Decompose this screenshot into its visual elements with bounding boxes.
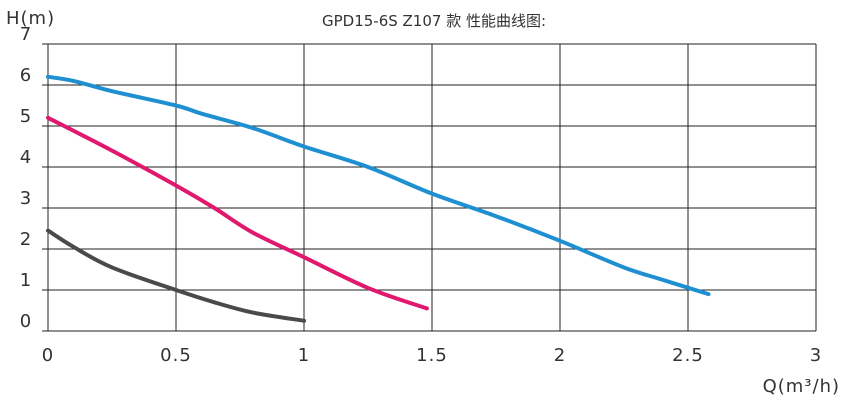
series-line-3 <box>46 228 306 323</box>
x-tick-label: 0 <box>42 345 54 366</box>
y-tick-label: 3 <box>20 188 32 209</box>
y-tick-label: 6 <box>20 65 32 86</box>
x-tick-label: 1.5 <box>416 345 448 366</box>
y-tick-label: 5 <box>20 106 32 127</box>
series-line-1 <box>46 74 711 297</box>
series-line-2 <box>46 115 429 311</box>
x-tick-label: 2 <box>554 345 566 366</box>
y-tick-label: 2 <box>20 229 32 250</box>
y-tick-label: 1 <box>20 270 32 291</box>
x-tick-label: 3 <box>810 345 822 366</box>
series-layer <box>46 74 711 323</box>
y-axis-label: H(m) <box>6 8 55 29</box>
x-tick-label: 1 <box>298 345 310 366</box>
y-tick-labels: 0 1 2 3 4 5 6 7 <box>20 24 32 332</box>
y-tick-label: 0 <box>20 311 32 332</box>
y-tick-label: 4 <box>20 147 32 168</box>
x-tick-label: 2.5 <box>672 345 704 366</box>
x-tick-labels: 0 0.5 1 1.5 2 2.5 3 <box>42 345 822 366</box>
grid-lines <box>42 43 817 332</box>
chart-title: GPD15-6S Z107 款 性能曲线图: <box>322 12 546 30</box>
x-axis-label: Q(m³/h) <box>763 376 840 397</box>
x-tick-label: 0.5 <box>160 345 192 366</box>
y-tick-label: 7 <box>20 24 32 45</box>
